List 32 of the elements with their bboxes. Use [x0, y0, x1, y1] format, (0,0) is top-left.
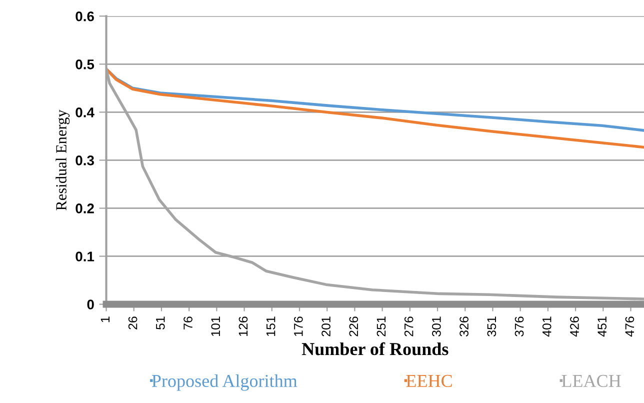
- y-tick-label: 0: [87, 300, 94, 310]
- x-tick-label: 176: [294, 316, 303, 336]
- x-axis-title: Number of Rounds: [302, 342, 448, 356]
- y-tick-label: 0.3: [76, 156, 94, 166]
- x-tick-label: 26: [128, 316, 138, 330]
- y-tick-label: 0.1: [76, 252, 94, 262]
- y-axis-title: Residual Energy: [56, 110, 70, 210]
- x-tick-label: 126: [238, 316, 248, 336]
- x-tick-label: 451: [598, 316, 606, 337]
- x-tick-label: 276: [404, 316, 414, 336]
- x-tick-label: 151: [266, 316, 276, 336]
- legend-label: Proposed Algorithm: [152, 374, 298, 391]
- x-tick-label: 201: [322, 316, 330, 336]
- legend-label: EEHC: [406, 374, 452, 388]
- y-tick-label: 0.5: [76, 59, 94, 70]
- x-tick-label: 326: [460, 316, 468, 336]
- x-tick-label: 51: [156, 316, 165, 330]
- x-tick-label: 1: [100, 316, 110, 322]
- y-tick-label: 0.4: [76, 108, 94, 118]
- x-tick-label: 351: [487, 316, 496, 336]
- x-tick-label: 301: [432, 316, 441, 336]
- x-tick-label: 401: [542, 316, 552, 337]
- x-tick-label: 476: [625, 316, 634, 337]
- y-tick-label: 0.6: [76, 11, 94, 22]
- y-tick-label: 0.2: [76, 204, 94, 214]
- x-tick-label: 251: [376, 316, 386, 336]
- x-tick-label: 376: [514, 316, 524, 336]
- legend-label: LEACH: [562, 374, 621, 388]
- x-tick-label: 101: [211, 316, 220, 336]
- x-tick-label: 76: [184, 316, 192, 330]
- x-tick-label: 426: [570, 316, 579, 337]
- x-tick-label: 226: [349, 316, 358, 336]
